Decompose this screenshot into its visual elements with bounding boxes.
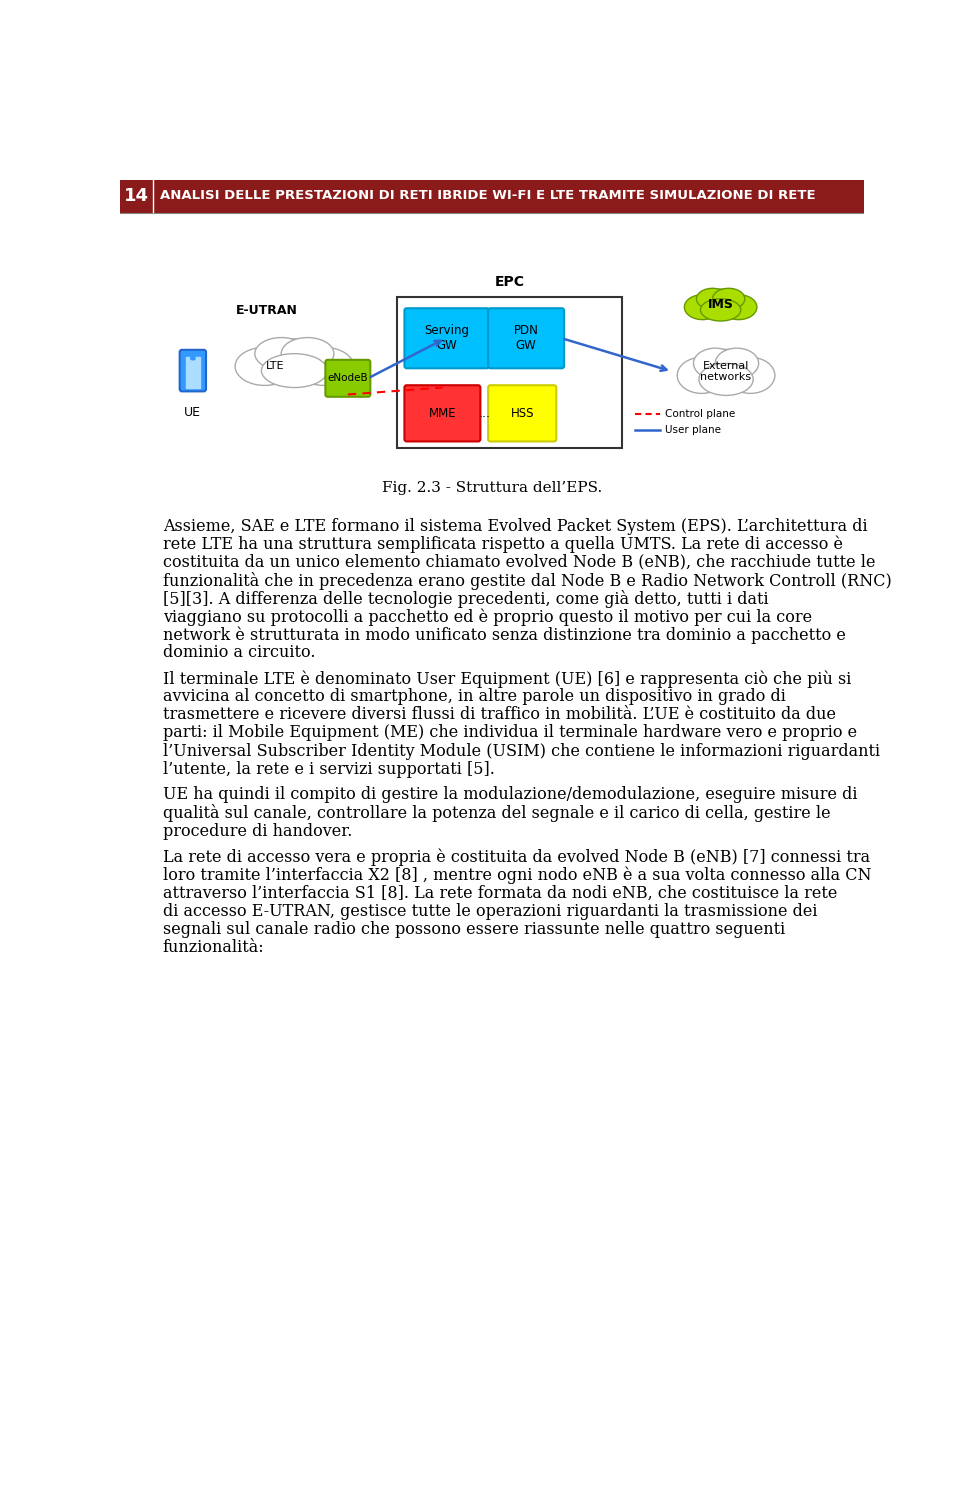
Ellipse shape — [693, 349, 737, 379]
FancyBboxPatch shape — [404, 385, 480, 442]
Text: UE ha quindi il compito di gestire la modulazione/demodulazione, eseguire misure: UE ha quindi il compito di gestire la mo… — [162, 786, 857, 804]
Ellipse shape — [726, 358, 775, 394]
Text: l’utente, la rete e i servizi supportati [5].: l’utente, la rete e i servizi supportati… — [162, 760, 494, 777]
Text: LTE: LTE — [266, 361, 284, 371]
Text: External
networks: External networks — [701, 361, 752, 382]
Ellipse shape — [715, 349, 758, 379]
Text: 14: 14 — [124, 187, 149, 205]
Ellipse shape — [699, 364, 754, 395]
Bar — [120, 180, 864, 213]
Text: Fig. 2.3 - Struttura dell’EPS.: Fig. 2.3 - Struttura dell’EPS. — [382, 482, 602, 496]
Text: HSS: HSS — [511, 407, 534, 421]
Text: viaggiano su protocolli a pacchetto ed è proprio questo il motivo per cui la cor: viaggiano su protocolli a pacchetto ed è… — [162, 608, 812, 626]
Ellipse shape — [295, 347, 353, 385]
Ellipse shape — [688, 349, 764, 394]
Text: di accesso E-UTRAN, gestisce tutte le operazioni riguardanti la trasmissione dei: di accesso E-UTRAN, gestisce tutte le op… — [162, 903, 817, 919]
FancyBboxPatch shape — [180, 350, 206, 391]
Text: Control plane: Control plane — [665, 410, 735, 419]
Text: avvicina al concetto di smartphone, in altre parole un dispositivo in grado di: avvicina al concetto di smartphone, in a… — [162, 689, 785, 705]
Text: rete LTE ha una struttura semplificata rispetto a quella UMTS. La rete di access: rete LTE ha una struttura semplificata r… — [162, 536, 843, 554]
Text: attraverso l’interfaccia S1 [8]. La rete formata da nodi eNB, che costituisce la: attraverso l’interfaccia S1 [8]. La rete… — [162, 885, 837, 901]
Ellipse shape — [261, 353, 327, 388]
Ellipse shape — [701, 299, 741, 320]
FancyBboxPatch shape — [488, 308, 564, 368]
Ellipse shape — [190, 356, 195, 359]
Ellipse shape — [712, 289, 745, 310]
Text: eNodeB: eNodeB — [327, 373, 369, 383]
FancyBboxPatch shape — [404, 308, 489, 368]
Text: UE: UE — [184, 406, 202, 419]
Text: La rete di accesso vera e propria è costituita da evolved Node B (eNB) [7] conne: La rete di accesso vera e propria è cost… — [162, 849, 870, 865]
Text: qualità sul canale, controllare la potenza del segnale e il carico di cella, ges: qualità sul canale, controllare la poten… — [162, 804, 830, 822]
Text: segnali sul canale radio che possono essere riassunte nelle quattro seguenti: segnali sul canale radio che possono ess… — [162, 921, 785, 937]
Ellipse shape — [254, 337, 307, 370]
Text: loro tramite l’interfaccia X2 [8] , mentre ogni nodo eNB è a sua volta connesso : loro tramite l’interfaccia X2 [8] , ment… — [162, 867, 871, 885]
Bar — [186, 356, 200, 388]
Text: E-UTRAN: E-UTRAN — [236, 304, 299, 317]
Text: [5][3]. A differenza delle tecnologie precedenti, come già detto, tutti i dati: [5][3]. A differenza delle tecnologie pr… — [162, 590, 768, 608]
Text: Serving
GW: Serving GW — [423, 325, 468, 352]
Text: procedure di handover.: procedure di handover. — [162, 822, 352, 840]
Ellipse shape — [235, 347, 295, 385]
Text: trasmettere e ricevere diversi flussi di traffico in mobilità. L’UE è costituito: trasmettere e ricevere diversi flussi di… — [162, 707, 835, 723]
Ellipse shape — [677, 358, 726, 394]
Text: ...: ... — [478, 407, 491, 421]
Text: funzionalità:: funzionalità: — [162, 939, 264, 957]
Text: network è strutturata in modo unificato senza distinzione tra dominio a pacchett: network è strutturata in modo unificato … — [162, 626, 846, 644]
FancyBboxPatch shape — [488, 385, 557, 442]
Text: parti: il Mobile Equipment (ME) che individua il terminale hardware vero e propr: parti: il Mobile Equipment (ME) che indi… — [162, 725, 856, 741]
Text: ANALISI DELLE PRESTAZIONI DI RETI IBRIDE WI-FI E LTE TRAMITE SIMULAZIONE DI RETE: ANALISI DELLE PRESTAZIONI DI RETI IBRIDE… — [160, 189, 816, 202]
Text: EPC: EPC — [494, 275, 525, 289]
Text: costituita da un unico elemento chiamato evolved Node B (eNB), che racchiude tut: costituita da un unico elemento chiamato… — [162, 554, 876, 570]
Text: Il terminale LTE è denominato User Equipment (UE) [6] e rappresenta ciò che più : Il terminale LTE è denominato User Equip… — [162, 671, 851, 687]
Text: PDN
GW: PDN GW — [514, 325, 539, 352]
Ellipse shape — [692, 289, 749, 320]
Ellipse shape — [684, 295, 721, 320]
Text: User plane: User plane — [665, 425, 721, 436]
Text: dominio a circuito.: dominio a circuito. — [162, 644, 315, 662]
Text: Assieme, SAE e LTE formano il sistema Evolved Packet System (EPS). L’architettur: Assieme, SAE e LTE formano il sistema Ev… — [162, 518, 867, 534]
Text: IMS: IMS — [708, 298, 733, 311]
Text: l’Universal Subscriber Identity Module (USIM) che contiene le informazioni rigua: l’Universal Subscriber Identity Module (… — [162, 743, 879, 759]
FancyBboxPatch shape — [325, 359, 371, 397]
Ellipse shape — [249, 338, 341, 385]
Text: MME: MME — [428, 407, 456, 421]
Ellipse shape — [721, 295, 756, 320]
Bar — [397, 296, 622, 449]
Ellipse shape — [696, 289, 729, 310]
Ellipse shape — [281, 337, 334, 370]
Text: funzionalità che in precedenza erano gestite dal Node B e Radio Network Controll: funzionalità che in precedenza erano ges… — [162, 572, 892, 590]
